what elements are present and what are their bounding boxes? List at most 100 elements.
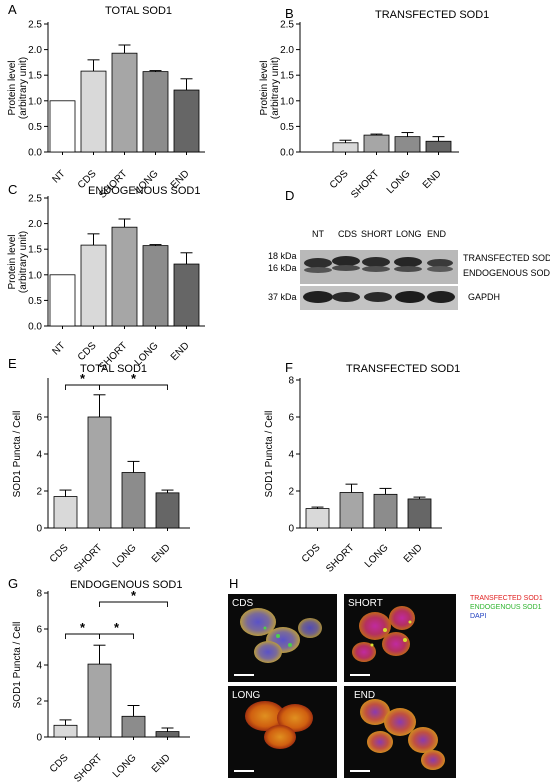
panel-letter-h: H [229, 576, 238, 591]
bar [53, 724, 78, 738]
x-tick-label: END [150, 542, 173, 565]
y-tick-label: 2.5 [28, 194, 42, 205]
bar [155, 492, 180, 529]
blot-band-label: GAPDH [468, 292, 500, 302]
bar [87, 416, 112, 529]
bar [142, 71, 169, 153]
bar [155, 731, 180, 738]
bar [121, 472, 146, 529]
y-tick-label: 8 [288, 376, 294, 387]
panel-c-title: ENDOGENOUS SOD1 [88, 185, 200, 197]
blot-band [303, 291, 333, 303]
blot-lane-label: CDS [338, 229, 357, 239]
chart-total-sod1-puncta: 0 2 4 6 SOD1 Puncta / Cell CDS SHORT LONG END * * [12, 371, 190, 575]
blot-lane-label: SHORT [361, 229, 393, 239]
x-tick-label: NT [50, 340, 67, 357]
y-axis-label: Protein level(arbitrary unit) [7, 231, 29, 293]
panel-letter-f: F [285, 360, 293, 375]
significance-star: * [114, 620, 120, 635]
blot-band-label: ENDOGENOUS SOD1 [463, 268, 550, 278]
legend-endogenous-sod1: ENDOGENOUS SOD1 [470, 604, 542, 611]
x-tick-label: CDS [48, 752, 71, 775]
bar [80, 70, 107, 153]
panel-letter-a: A [8, 2, 17, 17]
panel-letter-d: D [285, 188, 294, 203]
panel-b-title: TRANSFECTED SOD1 [375, 9, 489, 21]
x-tick-label: END [150, 752, 173, 775]
blot-marker-label: 37 kDa [268, 292, 297, 302]
panel-a-title: TOTAL SOD1 [105, 5, 172, 17]
chart-transfected-sod1-protein: 0.0 0.5 1.0 1.5 2.0 2.5 Protein level(arbitrar… [259, 20, 459, 201]
micrograph-label: CDS [232, 598, 253, 609]
y-tick-label: 0.5 [28, 296, 42, 307]
blot-band [395, 291, 425, 303]
blot-marker-label: 16 kDa [268, 263, 297, 273]
panel-e-title: TOTAL SOD1 [80, 363, 147, 375]
significance-star: * [131, 371, 137, 386]
blot-band [427, 291, 455, 303]
y-tick-label: 6 [36, 413, 42, 424]
x-tick-label: CDS [48, 542, 71, 565]
y-axis-label: SOD1 Puncta / Cell [264, 411, 275, 498]
y-tick-label: 0.5 [28, 122, 42, 133]
significance-star: * [80, 371, 86, 386]
y-tick-label: 2 [288, 487, 294, 498]
chart-endogenous-sod1-protein: 0.0 0.5 1.0 1.5 2.0 2.5 Protein level(arbitrar… [7, 194, 205, 373]
micrograph-label: LONG [232, 690, 261, 701]
y-tick-label: 8 [36, 589, 42, 600]
significance-bracket [99, 601, 168, 607]
significance-star: * [80, 620, 86, 635]
bar [363, 134, 390, 153]
bar [142, 245, 169, 327]
y-tick-label: 0 [36, 733, 42, 744]
western-blot: NT CDS SHORT LONG END 18 kDa 16 kDa [268, 229, 550, 310]
panel-g-title: ENDOGENOUS SOD1 [70, 579, 182, 591]
blot-band [394, 257, 422, 267]
blot-band [304, 258, 332, 268]
bar [87, 663, 112, 738]
blot-band [427, 266, 453, 272]
significance-bracket [99, 633, 134, 639]
blot-bands-sod1 [304, 256, 453, 273]
y-tick-label: 2.5 [28, 20, 42, 31]
blot-bands-gapdh [303, 291, 455, 303]
x-tick-label: LONG [363, 542, 391, 570]
y-tick-label: 0.0 [280, 148, 294, 159]
panel-f-title: TRANSFECTED SOD1 [346, 363, 460, 375]
bar [407, 498, 432, 529]
x-tick-label: SHORT [72, 542, 104, 574]
blot-lane-label: NT [312, 229, 324, 239]
bar [425, 140, 452, 153]
y-tick-label: 2.5 [280, 20, 294, 31]
blot-band [362, 257, 390, 267]
y-tick-label: 1.5 [280, 71, 294, 82]
x-tick-label: LONG [385, 168, 413, 196]
blot-band [304, 267, 332, 273]
x-tick-label: SHORT [324, 542, 356, 574]
bar [111, 226, 138, 327]
y-tick-label: 2.0 [28, 45, 42, 56]
chart-transfected-sod1-puncta: 0 2 4 6 8 SOD1 Puncta / Cell CDS SHORT LONG END [264, 376, 442, 575]
y-tick-label: 1.5 [28, 245, 42, 256]
y-tick-label: 4 [288, 450, 294, 461]
panel-letter-b: B [285, 6, 294, 21]
blot-band-label: TRANSFECTED SOD1 [463, 253, 550, 263]
y-axis-label: SOD1 Puncta / Cell [12, 411, 23, 498]
x-tick-label: CDS [76, 340, 99, 363]
panel-letter-e: E [8, 356, 17, 371]
blot-lane-label: END [427, 229, 447, 239]
bar [173, 89, 200, 153]
panel-letter-g: G [8, 576, 18, 591]
bar [173, 263, 200, 327]
y-tick-label: 4 [36, 661, 42, 672]
legend-transfected-sod1: TRANSFECTED SOD1 [470, 595, 543, 602]
micrograph-end: END [344, 686, 456, 778]
blot-band [394, 266, 422, 272]
y-tick-label: 6 [288, 413, 294, 424]
micrograph-label: END [354, 690, 375, 701]
x-tick-label: CDS [300, 542, 323, 565]
scale-bar [234, 770, 254, 772]
bar [53, 496, 78, 529]
y-tick-label: 6 [36, 625, 42, 636]
y-tick-label: 4 [36, 450, 42, 461]
